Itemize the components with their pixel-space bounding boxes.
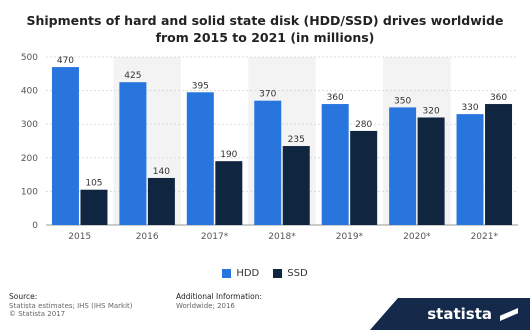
chart-title-line-1: Shipments of hard and solid state disk (… [26,13,504,28]
bar-hdd [321,104,349,225]
data-label: 370 [259,90,276,100]
data-label: 360 [327,93,344,103]
legend-item-hdd[interactable]: HDD [222,268,259,279]
bar-ssd [147,177,175,225]
y-tick-label: 500 [21,53,38,63]
copyright-text: © Statista 2017 [9,310,66,318]
bar-hdd [119,82,147,225]
y-tick-label: 0 [32,221,38,231]
source-text: Statista estimates; IHS (IHS Markit) [9,301,133,310]
data-label: 350 [394,96,411,106]
data-label: 360 [490,93,507,103]
legend-label-ssd: SSD [287,268,308,279]
bar-ssd [215,161,243,225]
source-block: Source: Statista estimates; IHS (IHS Mar… [9,292,133,319]
x-tick-label: 2015 [68,232,91,242]
additional-info-block: Additional Information: Worldwide; 2016 [176,292,262,310]
data-label: 280 [355,120,372,130]
bar-ssd [485,104,513,225]
bar-hdd [186,92,214,225]
legend-swatch-ssd [273,269,283,278]
bar-hdd [254,100,282,225]
chart-title-line-2: from 2015 to 2021 (in millions) [155,30,375,45]
bar-ssd [417,117,445,225]
data-label: 320 [423,106,440,116]
x-tick-label: 2016 [136,232,159,242]
bar-hdd [389,107,417,225]
bar-ssd [282,146,310,225]
y-tick-label: 100 [21,187,38,197]
statista-logo[interactable]: statista [370,298,530,330]
x-tick-label: 2021* [471,232,499,242]
y-tick-label: 300 [21,120,38,130]
data-label: 140 [153,167,170,177]
statista-wordmark: statista [427,305,492,323]
bar-hdd [51,67,79,225]
x-tick-label: 2019* [336,232,364,242]
data-label: 330 [461,103,478,113]
data-label: 235 [288,135,305,145]
bar-ssd [350,130,378,225]
data-label: 470 [57,56,74,66]
chart-title: Shipments of hard and solid state disk (… [0,12,530,46]
data-label: 105 [85,179,102,189]
y-tick-label: 400 [21,87,38,97]
x-tick-label: 2017* [201,232,229,242]
bar-hdd [456,114,484,225]
y-tick-label: 200 [21,154,38,164]
statista-logo-icon [500,308,518,321]
additional-info-text: Worldwide; 2016 [176,301,235,310]
data-label: 425 [124,71,141,81]
legend-label-hdd: HDD [236,268,260,279]
bar-ssd [80,189,108,225]
x-tick-label: 2018* [268,232,296,242]
x-tick-label: 2020* [403,232,431,242]
source-heading[interactable]: Source: [9,292,38,301]
data-label: 395 [192,81,209,91]
chart-legend: HDD SSD [0,268,530,279]
data-label: 190 [220,150,237,160]
legend-item-ssd[interactable]: SSD [273,268,308,279]
legend-swatch-hdd [222,269,232,278]
additional-info-heading[interactable]: Additional Information: [176,292,262,301]
